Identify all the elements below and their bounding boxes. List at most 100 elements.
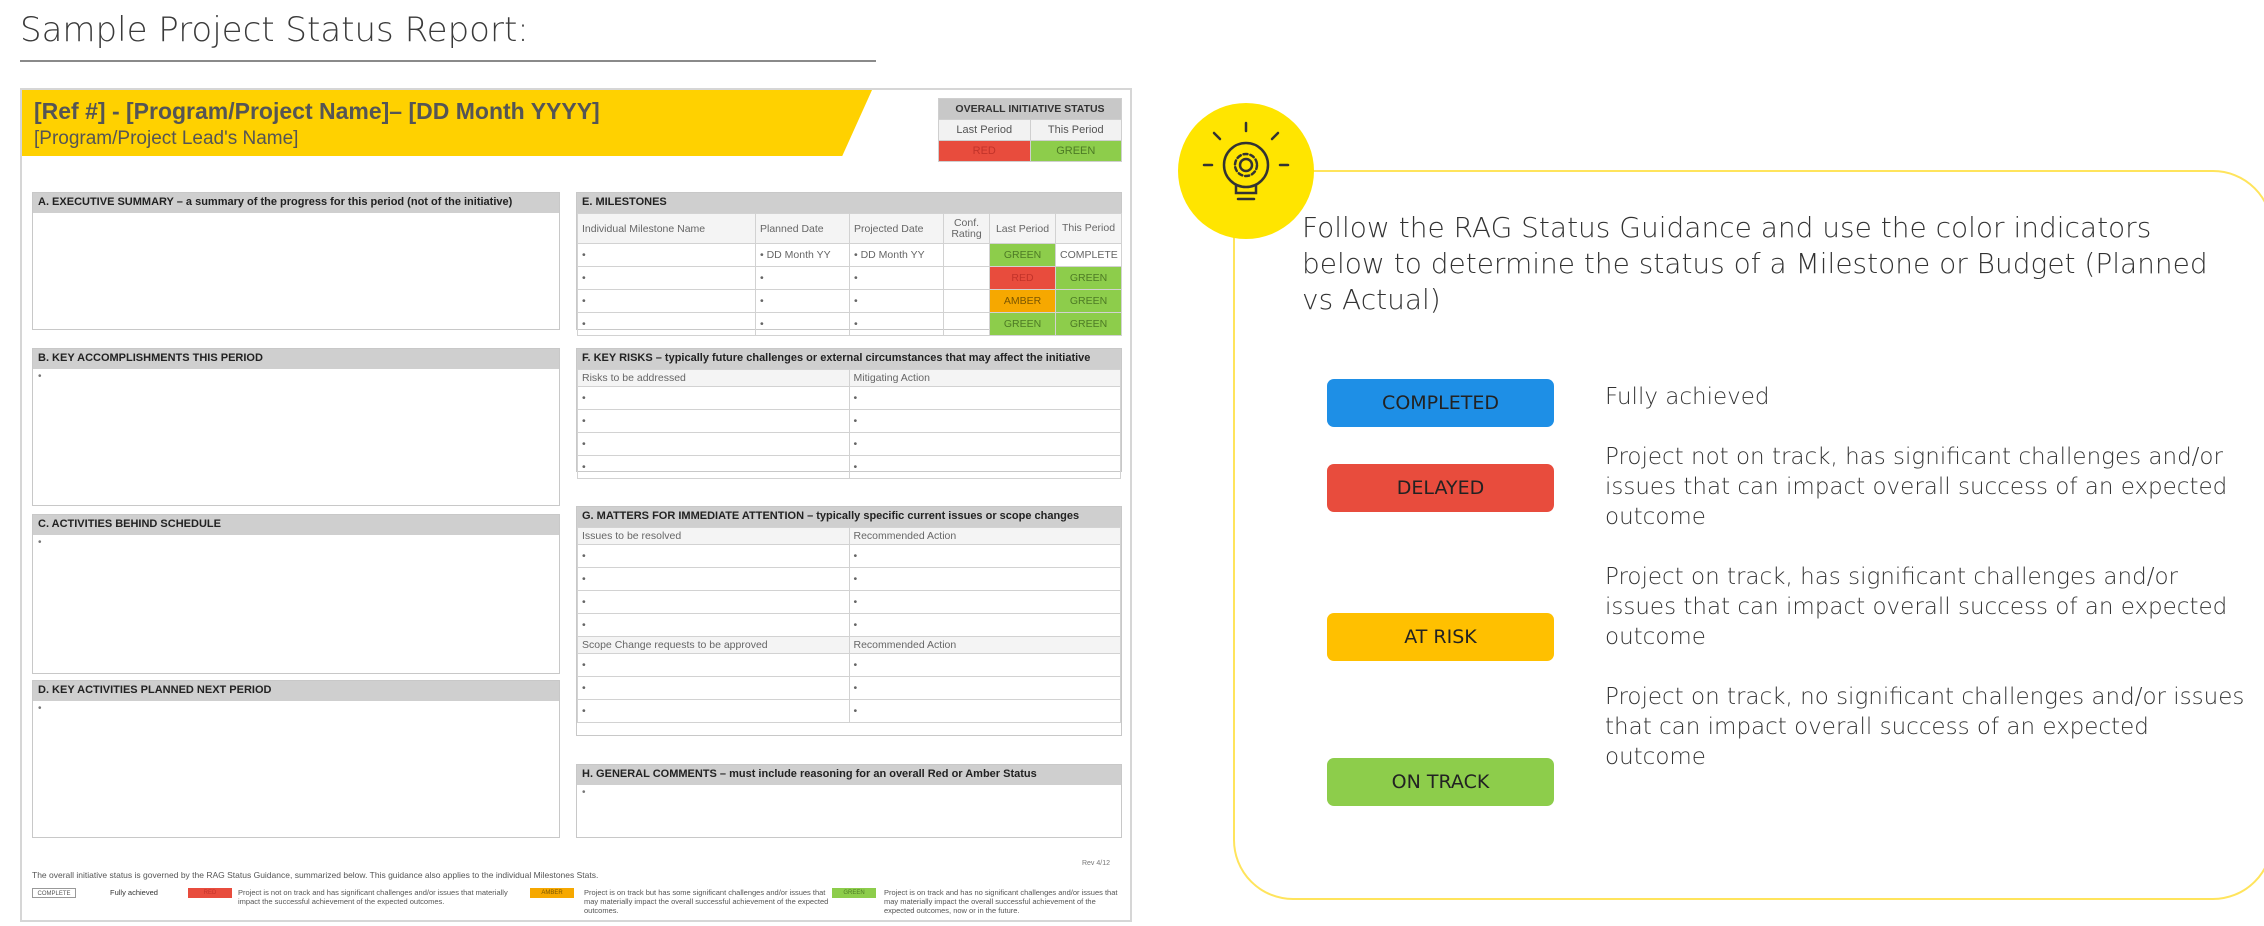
last-period-label: Last Period: [938, 119, 1031, 141]
table-row: • •: [577, 653, 1121, 677]
table-row: • • DD Month YY • DD Month YY GREEN COMP…: [577, 243, 1122, 267]
bullet: •: [577, 699, 850, 723]
general-comments-section: H. GENERAL COMMENTS – must include reaso…: [576, 764, 1122, 838]
legend-chip-green: GREEN: [832, 888, 876, 898]
delayed-status-chip: DELAYED: [1327, 464, 1554, 512]
projected-date: •: [849, 312, 944, 336]
activities-behind-schedule-header: C. ACTIVITIES BEHIND SCHEDULE: [33, 515, 559, 535]
last-period-status: RED: [938, 140, 1031, 162]
bullet: •: [38, 703, 42, 714]
conf-rating: [943, 266, 990, 290]
milestone-name-column: Individual Milestone Name: [577, 213, 756, 244]
key-risks-section: F. KEY RISKS – typically future challeng…: [576, 348, 1122, 479]
recommended-action-column: Recommended Action: [848, 527, 1121, 545]
key-risks-header: F. KEY RISKS – typically future challeng…: [577, 349, 1121, 369]
bullet: •: [582, 787, 586, 798]
this-period-status: GREEN: [1055, 266, 1122, 290]
milestones-section: E. MILESTONES Individual Milestone Name …: [576, 192, 1122, 336]
bullet: •: [848, 386, 1121, 410]
table-row: • •: [577, 567, 1121, 591]
bullet: •: [577, 544, 850, 568]
table-row: • • • GREEN GREEN: [577, 312, 1122, 336]
lightbulb-gear-icon: [1202, 121, 1290, 201]
table-row: • •: [577, 699, 1121, 723]
at-risk-status-chip: AT RISK: [1327, 613, 1554, 661]
bullet: •: [577, 590, 850, 614]
issues-column: Issues to be resolved: [577, 527, 850, 545]
milestone-name: •: [577, 243, 756, 267]
planned-date: •: [755, 289, 850, 313]
bullet: •: [848, 590, 1121, 614]
bullet: •: [848, 676, 1121, 700]
legend-chip-amber: AMBER: [530, 888, 574, 898]
milestone-name: •: [577, 289, 756, 313]
projected-date: • DD Month YY: [849, 243, 944, 267]
table-row: • •: [577, 432, 1121, 456]
key-accomplishments-section: B. KEY ACCOMPLISHMENTS THIS PERIOD •: [32, 348, 560, 506]
table-row: • •: [577, 386, 1121, 410]
legend-text-amber: Project is on track but has some signifi…: [584, 888, 829, 915]
bullet: •: [577, 432, 850, 456]
projected-date-column: Projected Date: [849, 213, 944, 244]
planned-date: •: [755, 266, 850, 290]
conf-rating: [943, 289, 990, 313]
table-row: • •: [577, 676, 1121, 700]
risks-column: Risks to be addressed: [577, 369, 850, 387]
legend-chip-complete: COMPLETE: [32, 888, 76, 898]
last-period-status: GREEN: [989, 312, 1056, 336]
key-activities-next-section: D. KEY ACTIVITIES PLANNED NEXT PERIOD •: [32, 680, 560, 838]
immediate-attention-header: G. MATTERS FOR IMMEDIATE ATTENTION – typ…: [577, 507, 1121, 527]
conf-rating: [943, 312, 990, 336]
completed-description: Fully achieved: [1605, 384, 1770, 410]
completed-status-chip: COMPLETED: [1327, 379, 1554, 427]
executive-summary-section: A. EXECUTIVE SUMMARY – a summary of the …: [32, 192, 560, 330]
rag-guidance-panel: [1233, 170, 2264, 900]
title-divider: [20, 60, 876, 62]
table-row: • •: [577, 613, 1121, 637]
bullet: •: [848, 544, 1121, 568]
page-title: Sample Project Status Report:: [20, 10, 529, 50]
last-period-column: Last Period: [989, 213, 1056, 244]
activities-behind-schedule-section: C. ACTIVITIES BEHIND SCHEDULE •: [32, 514, 560, 674]
this-period-status: GREEN: [1055, 312, 1122, 336]
bullet: •: [577, 386, 850, 410]
key-activities-next-header: D. KEY ACTIVITIES PLANNED NEXT PERIOD: [33, 681, 559, 701]
milestone-name: •: [577, 312, 756, 336]
mitigating-action-column: Mitigating Action: [848, 369, 1121, 387]
bullet: •: [848, 567, 1121, 591]
key-accomplishments-header: B. KEY ACCOMPLISHMENTS THIS PERIOD: [33, 349, 559, 369]
milestones-table: Individual Milestone Name Planned Date P…: [577, 213, 1122, 336]
conf-rating-column: Conf. Rating: [943, 213, 990, 244]
bullet: •: [848, 653, 1121, 677]
projected-date: •: [849, 266, 944, 290]
lightbulb-icon: [1178, 103, 1314, 239]
planned-date: •: [755, 312, 850, 336]
bullet: •: [848, 432, 1121, 456]
bullet: •: [848, 613, 1121, 637]
general-comments-header: H. GENERAL COMMENTS – must include reaso…: [577, 765, 1121, 785]
this-period-column: This Period: [1055, 213, 1122, 244]
this-period-label: This Period: [1029, 119, 1122, 141]
this-period-status: GREEN: [1055, 289, 1122, 313]
scope-change-column: Scope Change requests to be approved: [577, 636, 850, 654]
legend-text-complete: Fully achieved: [110, 888, 158, 897]
revision-label: Rev 4/12: [1081, 860, 1110, 867]
bullet: •: [848, 699, 1121, 723]
table-row: • • • RED GREEN: [577, 266, 1122, 290]
immediate-attention-section: G. MATTERS FOR IMMEDIATE ATTENTION – typ…: [576, 506, 1122, 736]
executive-summary-header: A. EXECUTIVE SUMMARY – a summary of the …: [33, 193, 559, 213]
planned-date-column: Planned Date: [755, 213, 850, 244]
table-row: • •: [577, 409, 1121, 433]
rag-legend: COMPLETE Fully achieved RED Project is n…: [32, 888, 1122, 918]
rag-footnote: The overall initiative status is governe…: [32, 870, 599, 880]
planned-date: • DD Month YY: [755, 243, 850, 267]
table-row: • •: [577, 455, 1121, 479]
this-period-status: GREEN: [1029, 140, 1122, 162]
legend-text-red: Project is not on track and has signific…: [238, 888, 508, 906]
last-period-status: GREEN: [989, 243, 1056, 267]
recommended-action-column: Recommended Action: [848, 636, 1121, 654]
legend-text-green: Project is on track and has no significa…: [884, 888, 1118, 915]
at-risk-description: Project on track, has significant challe…: [1605, 564, 2228, 650]
milestones-header: E. MILESTONES: [577, 193, 1121, 213]
bullet: •: [577, 567, 850, 591]
